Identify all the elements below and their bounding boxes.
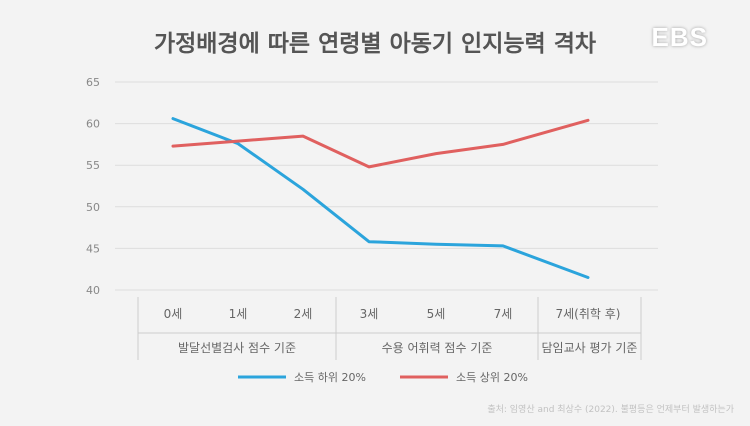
y-tick-label: 50 <box>86 201 100 214</box>
y-tick-label: 45 <box>86 242 100 255</box>
y-tick-label: 65 <box>86 76 100 89</box>
x-group-label: 수용 어휘력 점수 기준 <box>382 341 493 355</box>
x-tick-label: 2세 <box>294 307 313 321</box>
series-lines <box>171 117 590 279</box>
source-note: 출처: 임영산 and 최상수 (2022). 불평등은 언제부터 발생하는가 <box>487 405 734 415</box>
y-tick-labels: 40 45 50 55 60 65 <box>86 76 100 297</box>
y-tick-label: 55 <box>86 159 100 172</box>
x-group-label: 발달선별검사 점수 기준 <box>178 341 296 355</box>
x-tick-label: 3세 <box>360 307 379 321</box>
x-tick-label: 7세(취학 후) <box>556 307 621 321</box>
grid-lines <box>115 81 658 291</box>
x-tick-label: 5세 <box>427 307 446 321</box>
y-tick-label: 40 <box>86 284 100 297</box>
x-tick-label: 7세 <box>494 307 513 321</box>
legend: 소득 하위 20% 소득 상위 20% <box>238 370 528 384</box>
legend-label: 소득 하위 20% <box>294 370 366 384</box>
x-tick-label: 0세 <box>164 307 183 321</box>
x-axis: 0세 1세 2세 3세 5세 7세 7세(취학 후) 발달선별검사 점수 기준 수용 어휘력 점… <box>137 297 642 360</box>
ebs-logo: EBS <box>651 22 708 52</box>
y-tick-label: 60 <box>86 118 100 131</box>
legend-label: 소득 상위 20% <box>456 371 528 384</box>
x-group-label: 담임교사 평가 기준 <box>542 341 638 355</box>
x-tick-label: 1세 <box>229 307 248 321</box>
chart-title: 가정배경에 따른 연령별 아동기 인지능력 격차 <box>153 31 597 57</box>
